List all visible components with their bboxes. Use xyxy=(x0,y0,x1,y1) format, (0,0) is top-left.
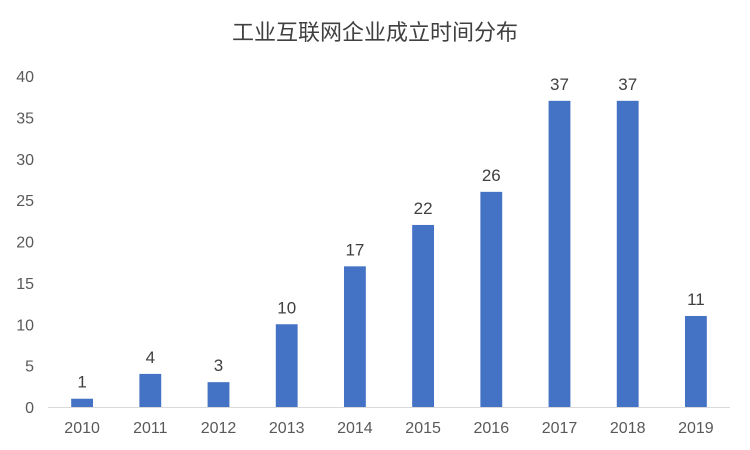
x-tick-label-2019: 2019 xyxy=(678,420,714,437)
bar-2010 xyxy=(71,398,94,407)
x-tick-label-2016: 2016 xyxy=(474,420,510,437)
data-label-2010: 1 xyxy=(77,373,86,392)
x-tick-label-2013: 2013 xyxy=(269,420,305,437)
y-tick-label: 20 xyxy=(16,235,34,252)
x-tick-label-2018: 2018 xyxy=(610,420,646,437)
x-tick-label-2017: 2017 xyxy=(542,420,578,437)
data-label-2015: 22 xyxy=(414,199,433,218)
x-tick-label-2012: 2012 xyxy=(201,420,237,437)
bar-series xyxy=(71,100,707,407)
y-tick-label: 30 xyxy=(16,152,34,169)
y-tick-label: 25 xyxy=(16,193,34,210)
y-tick-label: 40 xyxy=(16,69,34,86)
data-label-2018: 37 xyxy=(618,75,637,94)
x-tick-label-2015: 2015 xyxy=(405,420,441,437)
data-label-2011: 4 xyxy=(146,348,155,367)
bar-2017 xyxy=(548,100,571,407)
bar-2019 xyxy=(684,315,707,407)
data-label-2013: 10 xyxy=(277,298,296,317)
chart-title: 工业互联网企业成立时间分布 xyxy=(232,21,518,46)
x-tick-label-2010: 2010 xyxy=(64,420,100,437)
data-labels: 1 4 3 10 17 22 26 37 37 11 xyxy=(77,75,704,392)
data-label-2019: 11 xyxy=(687,290,705,309)
data-label-2014: 17 xyxy=(345,240,364,259)
bar-2018 xyxy=(616,100,639,407)
bar-2013 xyxy=(275,324,298,407)
x-tick-label-2014: 2014 xyxy=(337,420,373,437)
bar-2011 xyxy=(139,373,162,407)
bar-2015 xyxy=(412,224,435,407)
data-label-2017: 37 xyxy=(550,75,569,94)
y-tick-label: 15 xyxy=(16,276,34,293)
y-tick-label: 5 xyxy=(25,359,34,376)
data-label-2016: 26 xyxy=(482,166,501,185)
y-tick-label: 10 xyxy=(16,317,34,334)
x-axis: 2010 2011 2012 2013 2014 2015 2016 2017 2018 2019 xyxy=(64,420,713,437)
bar-2014 xyxy=(343,266,366,407)
y-axis: 0 5 10 15 20 25 30 35 40 xyxy=(16,69,34,417)
y-tick-label: 35 xyxy=(16,110,34,127)
y-tick-label: 0 xyxy=(25,400,34,417)
bar-2012 xyxy=(207,382,230,407)
x-tick-label-2011: 2011 xyxy=(133,420,168,437)
data-label-2012: 3 xyxy=(214,356,223,375)
bar-2016 xyxy=(480,191,503,407)
